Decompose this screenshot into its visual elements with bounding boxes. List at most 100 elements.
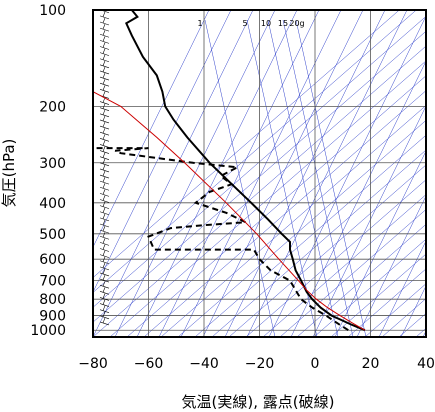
dry-adiabat-line xyxy=(313,238,426,337)
wind-barb-flag xyxy=(102,170,106,177)
wind-barb xyxy=(99,186,110,191)
isotherm-line xyxy=(93,10,254,337)
wind-barb xyxy=(99,40,110,44)
x-tick-labels: −80 −60 −40 −20 0 20 40 xyxy=(78,356,435,372)
plot-area xyxy=(92,9,427,338)
mixing-ratio-label: 10 xyxy=(261,19,271,28)
dry-adiabat-line xyxy=(279,209,426,337)
wind-barb-flag xyxy=(102,207,106,213)
wind-barb-flag xyxy=(102,262,106,268)
wind-barb xyxy=(99,223,110,228)
y-tick-label: 500 xyxy=(39,227,66,243)
wind-barb-flag xyxy=(102,250,106,256)
series-line-1 xyxy=(93,147,349,332)
wind-barb xyxy=(99,199,110,203)
mixing-ratio-labels: 1 5 10 15 20g xyxy=(197,19,304,28)
wind-barb-flag xyxy=(102,256,106,262)
dry-adiabat-line xyxy=(262,194,426,337)
wind-barb-flag xyxy=(102,189,106,195)
isotherm-line xyxy=(268,15,426,337)
dry-adiabat-line xyxy=(109,60,426,337)
plot-frame xyxy=(92,9,427,338)
wind-barb xyxy=(99,33,110,38)
mixing-ratio-line xyxy=(282,19,354,337)
adiabat-lines xyxy=(93,10,426,337)
y-tick-label: 1000 xyxy=(30,323,66,339)
series-layer xyxy=(93,10,366,332)
isotherm-line xyxy=(114,10,276,337)
y-tick-label: 700 xyxy=(39,274,66,290)
x-tick-label: −20 xyxy=(245,356,275,372)
wind-barb-flag xyxy=(102,268,106,275)
wind-barb xyxy=(99,242,110,246)
mixing-ratio-label: 1 xyxy=(197,19,202,28)
y-tick-label: 400 xyxy=(39,196,66,212)
dry-adiabat-line xyxy=(330,253,426,337)
wind-barb-flag xyxy=(102,183,106,189)
dry-adiabat-line xyxy=(211,149,426,337)
y-tick-label: 100 xyxy=(39,3,66,19)
isotherm-line xyxy=(202,10,364,337)
isotherm-line xyxy=(93,10,210,248)
wind-barb xyxy=(99,278,110,283)
y-tick-label: 800 xyxy=(39,292,66,308)
wind-barb xyxy=(99,284,110,289)
dry-adiabat-line xyxy=(228,164,426,337)
series-line-0 xyxy=(125,10,366,332)
wind-barb-flag xyxy=(102,201,106,207)
x-axis-title: 気温(実線), 露点(破線) xyxy=(182,393,335,411)
wind-barb xyxy=(99,254,110,258)
wind-barb-flag xyxy=(102,317,106,324)
wind-barb xyxy=(99,52,110,56)
wind-barb-flag xyxy=(102,213,106,219)
mixing-ratio-line xyxy=(204,19,276,337)
wind-barb xyxy=(99,303,110,307)
wind-barb xyxy=(99,217,110,222)
wind-barb xyxy=(99,168,110,173)
wind-barb-flag xyxy=(102,146,106,152)
isotherm-line xyxy=(290,60,426,337)
wind-barb-flag xyxy=(102,299,106,305)
wind-barb xyxy=(99,291,110,295)
wind-barb xyxy=(99,162,110,167)
wind-barb xyxy=(99,229,110,234)
y-axis-title: 気圧(hPa) xyxy=(0,139,18,208)
isotherm-line xyxy=(180,10,342,337)
wind-barb-flag xyxy=(102,24,106,30)
x-tick-label: −40 xyxy=(189,356,219,372)
wind-barb-flag xyxy=(102,128,106,134)
wind-barb-flag xyxy=(102,140,106,146)
mixing-ratio-label: 5 xyxy=(242,19,247,28)
wind-barb xyxy=(99,150,110,154)
wind-barb xyxy=(99,180,110,185)
y-tick-label: 300 xyxy=(39,156,66,172)
mixing-ratio-line xyxy=(295,19,367,337)
wind-barb xyxy=(99,193,110,197)
wind-barb xyxy=(99,82,110,87)
wind-barb-flag xyxy=(102,60,106,66)
wind-barb xyxy=(99,266,110,271)
wind-barb-flag xyxy=(102,72,106,79)
isotherm-line xyxy=(312,105,426,337)
dry-adiabat-line xyxy=(126,75,426,337)
wind-barb xyxy=(99,174,110,179)
wind-barb xyxy=(99,89,110,93)
dry-adiabat-line xyxy=(93,16,426,308)
wind-barb-flag xyxy=(102,158,106,164)
wind-barb-flag xyxy=(102,274,106,281)
isotherm-line xyxy=(334,150,426,337)
dry-adiabat-line xyxy=(160,105,426,337)
wind-barb-flag xyxy=(102,48,106,54)
dry-adiabat-line xyxy=(296,223,426,337)
wind-barb-flag xyxy=(102,30,106,36)
wind-barb xyxy=(99,76,110,81)
isotherm-line xyxy=(224,10,386,337)
wind-barb xyxy=(99,235,110,240)
wind-barb xyxy=(99,315,110,320)
wind-barb xyxy=(99,15,110,20)
wind-barb-flag xyxy=(102,226,106,232)
dry-adiabat-line xyxy=(93,30,426,323)
x-tick-label: −60 xyxy=(134,356,164,372)
wind-barb xyxy=(99,21,110,26)
wind-barb-flag xyxy=(102,195,106,201)
